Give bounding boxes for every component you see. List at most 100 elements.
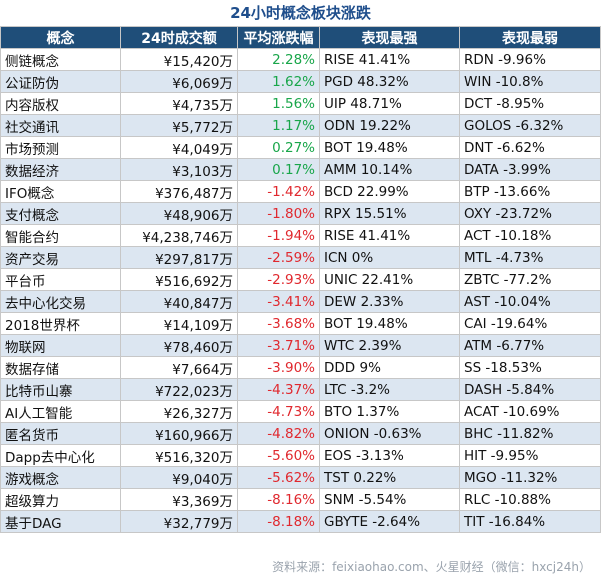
concept-cell: 侧链概念 xyxy=(0,48,121,71)
change-cell: -1.42% xyxy=(237,180,320,203)
concept-cell: 资产交易 xyxy=(0,246,121,269)
change-cell: 1.62% xyxy=(237,70,320,93)
table-row: 基于DAG ¥32,779万 -8.18% GBYTE -2.64% TIT -16.8… xyxy=(0,510,601,533)
table-row: 资产交易 ¥297,817万 -2.59% ICN 0% MTL -4.73% xyxy=(0,246,601,269)
concept-cell: 物联网 xyxy=(0,334,121,357)
worst-performer-cell: DASH -5.84% xyxy=(459,378,601,401)
table-row: 智能合约 ¥4,238,746万 -1.94% RISE 41.41% ACT -10.… xyxy=(0,224,601,247)
table-row: 匿名货币 ¥160,966万 -4.82% ONION -0.63% BHC -11.8… xyxy=(0,422,601,445)
best-performer-cell: UIP 48.71% xyxy=(319,92,460,115)
concept-cell: 数据存储 xyxy=(0,356,121,379)
change-cell: 1.17% xyxy=(237,114,320,137)
change-cell: 0.17% xyxy=(237,158,320,181)
best-performer-cell: PGD 48.32% xyxy=(319,70,460,93)
worst-performer-cell: OXY -23.72% xyxy=(459,202,601,225)
volume-cell: ¥722,023万 xyxy=(120,378,238,401)
table-row: IFO概念 ¥376,487万 -1.42% BCD 22.99% BTP -13.66… xyxy=(0,180,601,203)
header-row: 概念 24时成交额 平均涨跌幅 表现最强 表现最弱 xyxy=(0,26,601,49)
concept-cell: 比特币山寨 xyxy=(0,378,121,401)
table-row: Dapp去中心化 ¥516,320万 -5.60% EOS -3.13% HIT -9.… xyxy=(0,444,601,467)
volume-cell: ¥48,906万 xyxy=(120,202,238,225)
worst-performer-cell: ACT -10.18% xyxy=(459,224,601,247)
worst-performer-cell: ACAT -10.69% xyxy=(459,400,601,423)
worst-performer-cell: ATM -6.77% xyxy=(459,334,601,357)
concept-cell: Dapp去中心化 xyxy=(0,444,121,467)
change-cell: -4.73% xyxy=(237,400,320,423)
change-cell: -1.80% xyxy=(237,202,320,225)
volume-cell: ¥4,049万 xyxy=(120,136,238,159)
concept-cell: 智能合约 xyxy=(0,224,121,247)
worst-performer-cell: CAI -19.64% xyxy=(459,312,601,335)
best-performer-cell: WTC 2.39% xyxy=(319,334,460,357)
change-cell: 2.28% xyxy=(237,48,320,71)
worst-performer-cell: AST -10.04% xyxy=(459,290,601,313)
worst-performer-cell: ZBTC -77.2% xyxy=(459,268,601,291)
volume-cell: ¥14,109万 xyxy=(120,312,238,335)
change-cell: -5.60% xyxy=(237,444,320,467)
best-performer-cell: RPX 15.51% xyxy=(319,202,460,225)
change-cell: -1.94% xyxy=(237,224,320,247)
concept-cell: 支付概念 xyxy=(0,202,121,225)
volume-cell: ¥516,320万 xyxy=(120,444,238,467)
worst-performer-cell: DNT -6.62% xyxy=(459,136,601,159)
concept-cell: 匿名货币 xyxy=(0,422,121,445)
change-cell: -8.18% xyxy=(237,510,320,533)
volume-cell: ¥7,664万 xyxy=(120,356,238,379)
change-cell: -4.82% xyxy=(237,422,320,445)
table-row: 去中心化交易 ¥40,847万 -3.41% DEW 2.33% AST -10.04% xyxy=(0,290,601,313)
table-row: 公证防伪 ¥6,069万 1.62% PGD 48.32% WIN -10.8% xyxy=(0,70,601,93)
best-performer-cell: GBYTE -2.64% xyxy=(319,510,460,533)
header-concept: 概念 xyxy=(0,26,121,49)
table-row: 超级算力 ¥3,369万 -8.16% SNM -5.54% RLC -10.88% xyxy=(0,488,601,511)
best-performer-cell: RISE 41.41% xyxy=(319,224,460,247)
best-performer-cell: AMM 10.14% xyxy=(319,158,460,181)
concept-cell: 平台币 xyxy=(0,268,121,291)
volume-cell: ¥40,847万 xyxy=(120,290,238,313)
worst-performer-cell: TIT -16.84% xyxy=(459,510,601,533)
concept-cell: 数据经济 xyxy=(0,158,121,181)
best-performer-cell: BTO 1.37% xyxy=(319,400,460,423)
table-row: 内容版权 ¥4,735万 1.56% UIP 48.71% DCT -8.95% xyxy=(0,92,601,115)
table-row: 数据存储 ¥7,664万 -3.90% DDD 9% SS -18.53% xyxy=(0,356,601,379)
change-cell: -3.41% xyxy=(237,290,320,313)
header-change: 平均涨跌幅 xyxy=(237,26,320,49)
concept-cell: AI人工智能 xyxy=(0,400,121,423)
change-cell: 1.56% xyxy=(237,92,320,115)
volume-cell: ¥32,779万 xyxy=(120,510,238,533)
concept-cell: 2018世界杯 xyxy=(0,312,121,335)
change-cell: -4.37% xyxy=(237,378,320,401)
table-row: 数据经济 ¥3,103万 0.17% AMM 10.14% DATA -3.99% xyxy=(0,158,601,181)
worst-performer-cell: HIT -9.95% xyxy=(459,444,601,467)
worst-performer-cell: BTP -13.66% xyxy=(459,180,601,203)
volume-cell: ¥297,817万 xyxy=(120,246,238,269)
concept-cell: 社交通讯 xyxy=(0,114,121,137)
concept-cell: 内容版权 xyxy=(0,92,121,115)
concept-cell: IFO概念 xyxy=(0,180,121,203)
table-row: 市场预测 ¥4,049万 0.27% BOT 19.48% DNT -6.62% xyxy=(0,136,601,159)
volume-cell: ¥78,460万 xyxy=(120,334,238,357)
volume-cell: ¥4,238,746万 xyxy=(120,224,238,247)
header-volume: 24时成交额 xyxy=(120,26,238,49)
table-row: AI人工智能 ¥26,327万 -4.73% BTO 1.37% ACAT -10.69… xyxy=(0,400,601,423)
worst-performer-cell: WIN -10.8% xyxy=(459,70,601,93)
concept-cell: 市场预测 xyxy=(0,136,121,159)
volume-cell: ¥15,420万 xyxy=(120,48,238,71)
volume-cell: ¥9,040万 xyxy=(120,466,238,489)
worst-performer-cell: DATA -3.99% xyxy=(459,158,601,181)
best-performer-cell: TST 0.22% xyxy=(319,466,460,489)
worst-performer-cell: GOLOS -6.32% xyxy=(459,114,601,137)
worst-performer-cell: MTL -4.73% xyxy=(459,246,601,269)
table-row: 比特币山寨 ¥722,023万 -4.37% LTC -3.2% DASH -5.84% xyxy=(0,378,601,401)
change-cell: -3.71% xyxy=(237,334,320,357)
change-cell: -5.62% xyxy=(237,466,320,489)
header-best: 表现最强 xyxy=(319,26,460,49)
source-note: 资料来源：feixiaohao.com、火星财经（微信：hxcj24h） xyxy=(272,560,591,574)
table-row: 平台币 ¥516,692万 -2.93% UNIC 22.41% ZBTC -77.2% xyxy=(0,268,601,291)
concept-cell: 去中心化交易 xyxy=(0,290,121,313)
best-performer-cell: BOT 19.48% xyxy=(319,312,460,335)
volume-cell: ¥6,069万 xyxy=(120,70,238,93)
change-cell: -2.93% xyxy=(237,268,320,291)
change-cell: -3.68% xyxy=(237,312,320,335)
table-row: 侧链概念 ¥15,420万 2.28% RISE 41.41% RDN -9.96% xyxy=(0,48,601,71)
